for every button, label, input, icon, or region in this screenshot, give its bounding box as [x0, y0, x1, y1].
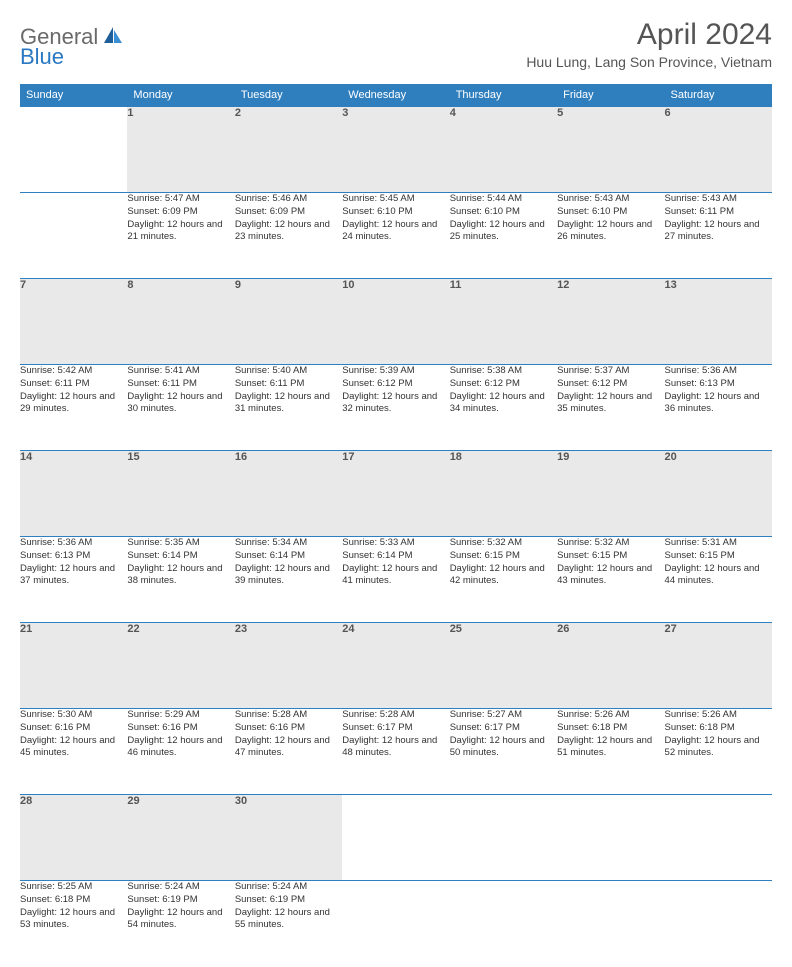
day-content-cell: Sunrise: 5:42 AMSunset: 6:11 PMDaylight:…: [20, 365, 127, 451]
day-content-cell: Sunrise: 5:24 AMSunset: 6:19 PMDaylight:…: [127, 881, 234, 967]
day-number-cell: 15: [127, 451, 234, 537]
day-number-cell: 26: [557, 623, 664, 709]
day-content-cell: [342, 881, 449, 967]
calendar-body: 123456 Sunrise: 5:47 AMSunset: 6:09 PMDa…: [20, 107, 772, 967]
day-number-cell: 30: [235, 795, 342, 881]
day-header: Friday: [557, 84, 664, 107]
day-content-cell: Sunrise: 5:30 AMSunset: 6:16 PMDaylight:…: [20, 709, 127, 795]
day-number-cell: 27: [665, 623, 772, 709]
day-content-cell: Sunrise: 5:36 AMSunset: 6:13 PMDaylight:…: [665, 365, 772, 451]
day-content-cell: Sunrise: 5:38 AMSunset: 6:12 PMDaylight:…: [450, 365, 557, 451]
day-content-cell: Sunrise: 5:39 AMSunset: 6:12 PMDaylight:…: [342, 365, 449, 451]
day-number-cell: [20, 107, 127, 193]
day-content-cell: Sunrise: 5:26 AMSunset: 6:18 PMDaylight:…: [665, 709, 772, 795]
day-number-cell: 14: [20, 451, 127, 537]
day-content-cell: Sunrise: 5:45 AMSunset: 6:10 PMDaylight:…: [342, 193, 449, 279]
day-number-cell: [450, 795, 557, 881]
content-row: Sunrise: 5:42 AMSunset: 6:11 PMDaylight:…: [20, 365, 772, 451]
day-number-cell: 28: [20, 795, 127, 881]
day-content-cell: Sunrise: 5:28 AMSunset: 6:17 PMDaylight:…: [342, 709, 449, 795]
content-row: Sunrise: 5:36 AMSunset: 6:13 PMDaylight:…: [20, 537, 772, 623]
day-number-cell: 5: [557, 107, 664, 193]
day-number-cell: 19: [557, 451, 664, 537]
content-row: Sunrise: 5:30 AMSunset: 6:16 PMDaylight:…: [20, 709, 772, 795]
day-content-cell: [20, 193, 127, 279]
day-number-cell: 21: [20, 623, 127, 709]
day-number-cell: 8: [127, 279, 234, 365]
daynum-row: 123456: [20, 107, 772, 193]
daynum-row: 14151617181920: [20, 451, 772, 537]
day-header: Saturday: [665, 84, 772, 107]
day-content-cell: Sunrise: 5:35 AMSunset: 6:14 PMDaylight:…: [127, 537, 234, 623]
day-number-cell: [557, 795, 664, 881]
day-number-cell: 17: [342, 451, 449, 537]
day-number-cell: 2: [235, 107, 342, 193]
day-number-cell: 10: [342, 279, 449, 365]
day-number-cell: 12: [557, 279, 664, 365]
day-header: Tuesday: [235, 84, 342, 107]
day-number-cell: 24: [342, 623, 449, 709]
day-content-cell: Sunrise: 5:27 AMSunset: 6:17 PMDaylight:…: [450, 709, 557, 795]
daynum-row: 21222324252627: [20, 623, 772, 709]
day-number-cell: 20: [665, 451, 772, 537]
day-content-cell: [557, 881, 664, 967]
header: General April 2024 Huu Lung, Lang Son Pr…: [20, 18, 772, 70]
day-content-cell: Sunrise: 5:25 AMSunset: 6:18 PMDaylight:…: [20, 881, 127, 967]
logo-text-blue: Blue: [20, 44, 64, 69]
day-number-cell: 11: [450, 279, 557, 365]
day-header: Wednesday: [342, 84, 449, 107]
day-content-cell: [450, 881, 557, 967]
daynum-row: 282930: [20, 795, 772, 881]
daynum-row: 78910111213: [20, 279, 772, 365]
day-content-cell: Sunrise: 5:40 AMSunset: 6:11 PMDaylight:…: [235, 365, 342, 451]
day-content-cell: [665, 881, 772, 967]
day-content-cell: Sunrise: 5:32 AMSunset: 6:15 PMDaylight:…: [557, 537, 664, 623]
day-content-cell: Sunrise: 5:31 AMSunset: 6:15 PMDaylight:…: [665, 537, 772, 623]
day-content-cell: Sunrise: 5:34 AMSunset: 6:14 PMDaylight:…: [235, 537, 342, 623]
day-content-cell: Sunrise: 5:43 AMSunset: 6:11 PMDaylight:…: [665, 193, 772, 279]
day-number-cell: 29: [127, 795, 234, 881]
day-content-cell: Sunrise: 5:43 AMSunset: 6:10 PMDaylight:…: [557, 193, 664, 279]
day-content-cell: Sunrise: 5:47 AMSunset: 6:09 PMDaylight:…: [127, 193, 234, 279]
day-content-cell: Sunrise: 5:46 AMSunset: 6:09 PMDaylight:…: [235, 193, 342, 279]
day-content-cell: Sunrise: 5:37 AMSunset: 6:12 PMDaylight:…: [557, 365, 664, 451]
day-number-cell: 4: [450, 107, 557, 193]
content-row: Sunrise: 5:25 AMSunset: 6:18 PMDaylight:…: [20, 881, 772, 967]
day-number-cell: 6: [665, 107, 772, 193]
day-header: Monday: [127, 84, 234, 107]
calendar-table: SundayMondayTuesdayWednesdayThursdayFrid…: [20, 84, 772, 967]
day-content-cell: Sunrise: 5:29 AMSunset: 6:16 PMDaylight:…: [127, 709, 234, 795]
day-number-cell: 23: [235, 623, 342, 709]
day-content-cell: Sunrise: 5:41 AMSunset: 6:11 PMDaylight:…: [127, 365, 234, 451]
location: Huu Lung, Lang Son Province, Vietnam: [526, 54, 772, 70]
content-row: Sunrise: 5:47 AMSunset: 6:09 PMDaylight:…: [20, 193, 772, 279]
day-number-cell: 16: [235, 451, 342, 537]
day-number-cell: 13: [665, 279, 772, 365]
day-number-cell: 22: [127, 623, 234, 709]
day-number-cell: 3: [342, 107, 449, 193]
day-content-cell: Sunrise: 5:28 AMSunset: 6:16 PMDaylight:…: [235, 709, 342, 795]
logo-sail-icon: [102, 25, 124, 50]
day-content-cell: Sunrise: 5:24 AMSunset: 6:19 PMDaylight:…: [235, 881, 342, 967]
day-number-cell: 18: [450, 451, 557, 537]
day-header: Thursday: [450, 84, 557, 107]
day-number-cell: [665, 795, 772, 881]
day-content-cell: Sunrise: 5:26 AMSunset: 6:18 PMDaylight:…: [557, 709, 664, 795]
day-number-cell: [342, 795, 449, 881]
day-content-cell: Sunrise: 5:44 AMSunset: 6:10 PMDaylight:…: [450, 193, 557, 279]
day-number-cell: 1: [127, 107, 234, 193]
day-number-cell: 7: [20, 279, 127, 365]
day-header: Sunday: [20, 84, 127, 107]
title-block: April 2024 Huu Lung, Lang Son Province, …: [526, 18, 772, 70]
day-number-cell: 25: [450, 623, 557, 709]
day-number-cell: 9: [235, 279, 342, 365]
day-content-cell: Sunrise: 5:36 AMSunset: 6:13 PMDaylight:…: [20, 537, 127, 623]
day-header-row: SundayMondayTuesdayWednesdayThursdayFrid…: [20, 84, 772, 107]
day-content-cell: Sunrise: 5:33 AMSunset: 6:14 PMDaylight:…: [342, 537, 449, 623]
month-title: April 2024: [526, 18, 772, 52]
day-content-cell: Sunrise: 5:32 AMSunset: 6:15 PMDaylight:…: [450, 537, 557, 623]
